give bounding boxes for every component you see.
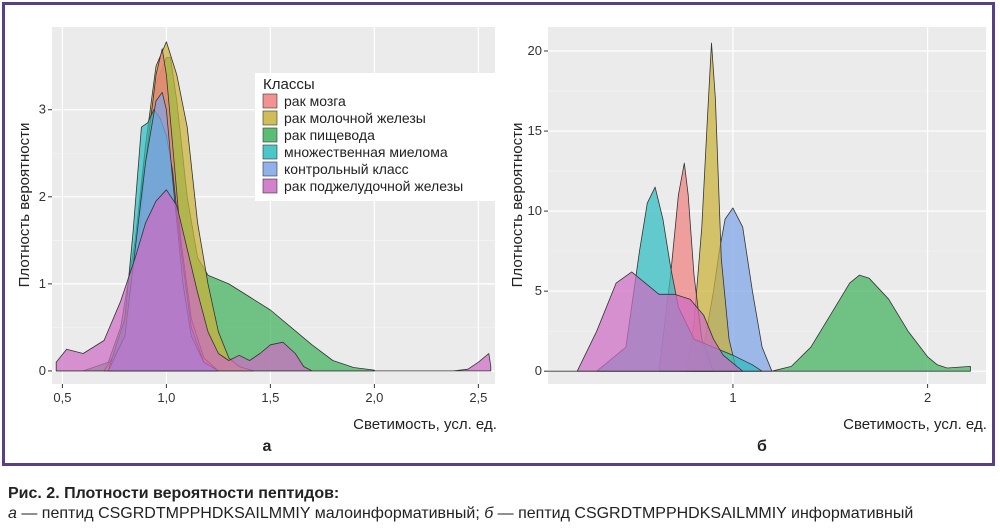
legend-box [255,73,495,201]
y-tick-label: 10 [528,203,542,218]
caption-b-text: — пептид CSGRDTMPPHDKSAILMMIY информатив… [493,505,914,522]
y-tick-label: 5 [535,283,542,298]
caption-title: Рис. 2. Плотности вероятности пептидов: [8,485,340,502]
density-areas-a [55,41,492,372]
caption-b-letter: б [484,505,494,522]
x-axis-label-a: Светимость, усл. ед. [353,416,497,433]
x-tick-label: 1,0 [157,390,175,405]
legend-label-множественная-миелома: множественная миелома [284,144,448,160]
density-area-рак-поджелудочной-железы [576,271,744,372]
y-ticks-a: 0 1 2 3 [39,102,52,378]
legend-label-контрольный-класс: контрольный класс [284,161,409,177]
x-tick-label: 2,5 [469,390,487,405]
y-axis-label-a: Плотность вероятности [16,123,33,288]
y-tick-label: 0 [39,363,46,378]
legend-label-рак-пищевода: рак пищевода [284,127,375,143]
density-areas-b [547,42,971,372]
x-axis-label-b: Светимость, усл. ед. [843,416,987,433]
legend-swatch-контрольный-класс [262,161,278,177]
density-area-рак-пищевода [547,274,971,372]
x-ticks-a: 0,5 1,0 1,5 2,0 2,5 [53,384,487,405]
x-tick-label: 1,5 [261,390,279,405]
x-tick-label: 0,5 [53,390,71,405]
caption-a-letter: а [8,505,17,522]
legend-swatch-рак-мозга [262,93,278,109]
panel-label-a: а [263,438,272,455]
y-axis-label-b: Плотность вероятности [509,123,526,288]
y-tick-label: 3 [39,102,46,117]
caption-body: а — пептид CSGRDTMPPHDKSAILMMIY малоинфо… [8,504,998,524]
y-ticks-b: 0 5 10 15 20 [528,43,548,378]
y-tick-label: 15 [528,123,542,138]
x-tick-label: 2 [924,390,931,405]
x-tick-label: 2,0 [365,390,383,405]
legend-swatch-рак-пищевода [262,127,278,143]
y-tick-label: 20 [528,43,542,58]
y-tick-label: 2 [39,189,46,204]
figure-caption: Рис. 2. Плотности вероятности пептидов: … [8,484,998,524]
density-area-рак-поджелудочной-железы [55,189,492,372]
panel-label-b: б [757,438,767,455]
x-tick-label: 1 [729,390,736,405]
caption-a-text: — пептид CSGRDTMPPHDKSAILMMIY малоинформ… [16,505,485,522]
legend-swatch-рак-молочной-железы [262,110,278,126]
legend-label-рак-молочной-железы: рак молочной железы [284,110,426,126]
legend-title: Классы [263,76,315,93]
chart-a: 0 1 2 3 0,5 1,0 1,5 2,0 2,5 Плотность вероятнос… [16,27,497,455]
legend-swatch-рак-поджелудочной-железы [262,178,278,194]
y-tick-label: 0 [535,363,542,378]
legend-label-рак-мозга: рак мозга [284,93,346,109]
legend-swatch-множественная-миелома [262,144,278,160]
y-tick-label: 1 [39,276,46,291]
legend-label-рак-поджелудочной-железы: рак поджелудочной железы [284,178,463,194]
